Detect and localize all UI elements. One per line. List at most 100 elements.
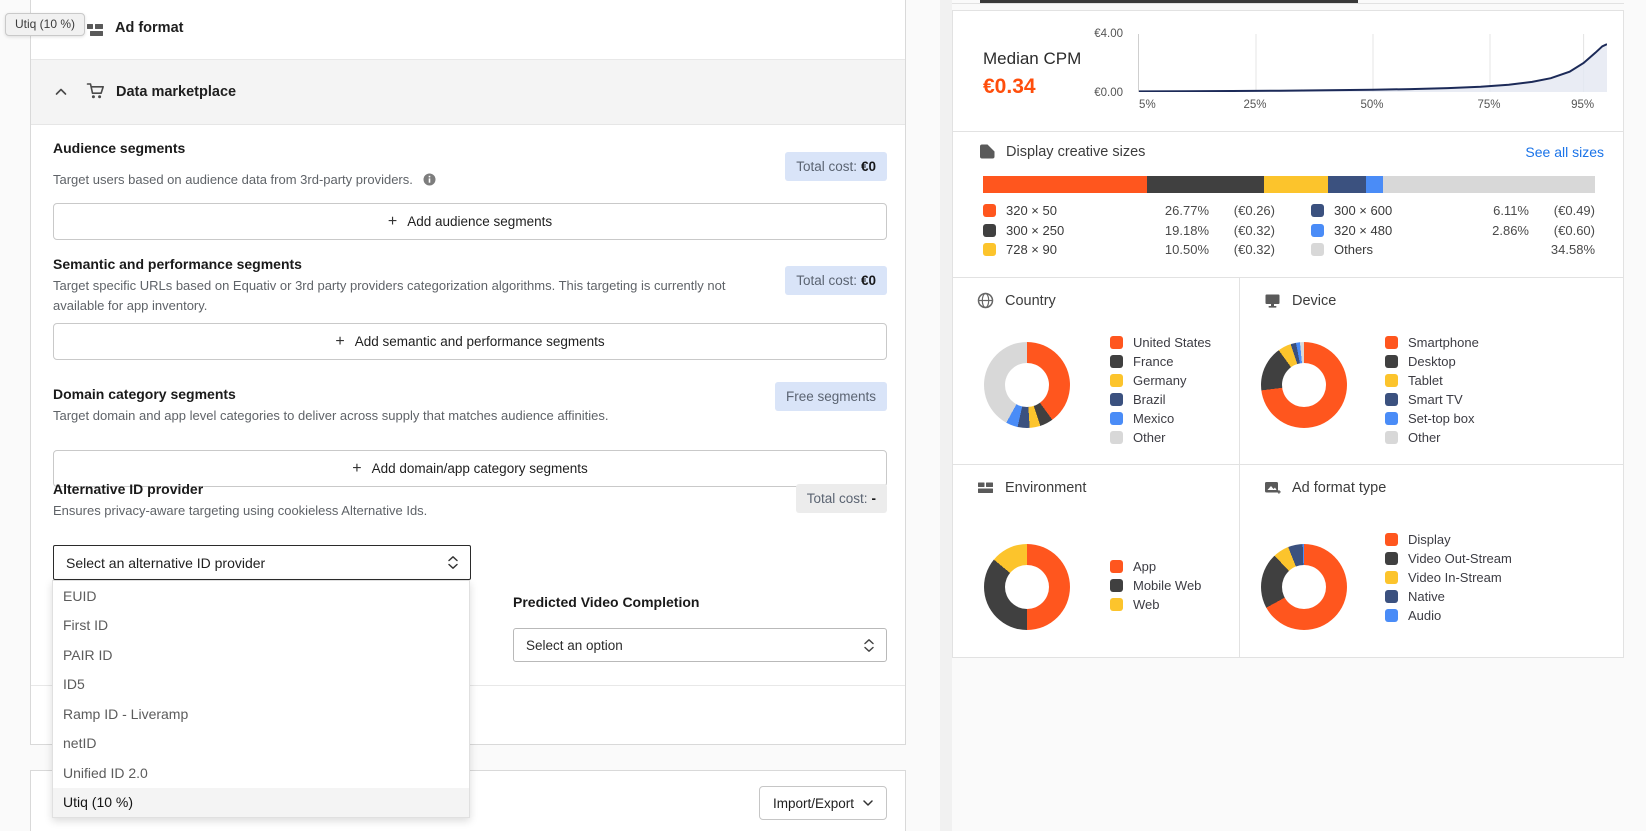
cpm-y-axis-max: €4.00 — [1094, 28, 1123, 40]
alt-id-total-cost-badge: Total cost: - — [795, 484, 887, 513]
environment-icon — [977, 479, 994, 496]
legend-label: Others — [1334, 242, 1374, 257]
targeting-card: Ad format Data marketplace Audience segm… — [30, 0, 906, 745]
creative-size-legend-row: 320 × 480 2.86% (€0.60) — [1311, 223, 1595, 238]
country-donut-chart — [984, 342, 1070, 428]
legend-color-swatch — [1311, 243, 1324, 256]
legend-label: Desktop — [1408, 353, 1456, 369]
select-arrows-icon — [448, 556, 458, 569]
alt-id-provider-select[interactable]: Select an alternative ID provider — [53, 545, 471, 580]
stacked-bar-segment — [1328, 176, 1366, 193]
creative-sizes-card: Display creative sizes See all sizes 320… — [952, 131, 1624, 278]
legend-color-swatch — [983, 243, 996, 256]
donut-legend-row: United States — [1110, 335, 1211, 350]
donut-legend-row: France — [1110, 353, 1211, 369]
audience-segments-title: Audience segments — [53, 140, 186, 156]
legend-label: 300 × 250 — [1006, 222, 1065, 238]
domain-segments-title: Domain category segments — [53, 386, 236, 402]
donut-legend-row: Native — [1385, 589, 1512, 604]
plus-icon: + — [352, 459, 362, 477]
legend-color-swatch — [1385, 430, 1398, 444]
donut-legend-row: Display — [1385, 532, 1512, 547]
import-export-button[interactable]: Import/Export — [758, 786, 887, 820]
country-legend: United States France Germany Brazil Mexico Ot… — [1110, 335, 1211, 445]
device-panel-title: Device — [1292, 292, 1337, 309]
panel-divider — [940, 0, 952, 831]
legend-color-swatch — [1110, 335, 1123, 349]
add-semantic-segments-button[interactable]: + Add semantic and performance segments — [53, 323, 887, 360]
donut-legend-row: Web — [1110, 597, 1201, 612]
legend-label: Video Out-Stream — [1408, 550, 1512, 566]
legend-price: (€0.32) — [1233, 222, 1275, 238]
forecast-top-border — [952, 3, 1624, 4]
donut-legend-row: Video Out-Stream — [1385, 550, 1512, 566]
alt-id-option[interactable]: ID5 — [63, 676, 85, 693]
section-row-data-marketplace[interactable]: Data marketplace — [31, 60, 905, 125]
stacked-bar-segment — [1264, 176, 1329, 193]
stacked-bar-segment — [983, 176, 1147, 193]
donut-legend-row: Brazil — [1110, 392, 1211, 407]
legend-color-swatch — [1385, 570, 1398, 584]
semantic-segments-title: Semantic and performance segments — [53, 256, 302, 272]
data-marketplace-label: Data marketplace — [116, 84, 237, 100]
alt-id-option[interactable]: EUID — [63, 587, 97, 604]
see-all-sizes-link[interactable]: See all sizes — [1525, 144, 1604, 160]
legend-label: Mexico — [1133, 410, 1175, 426]
alt-id-select-value: Select an alternative ID provider — [66, 554, 266, 571]
legend-label: Smartphone — [1408, 334, 1479, 350]
donut-legend-row: Tablet — [1385, 372, 1479, 388]
ad-format-type-panel-title: Ad format type — [1292, 479, 1387, 496]
add-domain-category-segments-button[interactable]: + Add domain/app category segments — [53, 450, 887, 487]
select-arrows-icon — [864, 638, 874, 652]
legend-color-swatch — [1110, 559, 1123, 573]
legend-label: 728 × 90 — [1006, 242, 1057, 257]
alt-id-option[interactable]: Utiq (10 %) — [53, 787, 469, 817]
add-audience-segments-button[interactable]: + Add audience segments — [53, 203, 887, 240]
legend-label: Tablet — [1408, 372, 1443, 388]
alt-id-option[interactable]: Unified ID 2.0 — [63, 764, 148, 781]
creative-size-legend-row: 300 × 250 19.18% (€0.32) — [983, 223, 1275, 238]
creative-size-legend-row: 728 × 90 10.50% (€0.32) — [983, 242, 1275, 257]
donut-legend-row: Other — [1385, 430, 1479, 445]
legend-color-swatch — [1385, 354, 1398, 368]
cpm-x-tick-label: 75% — [1477, 99, 1501, 111]
donut-legend-row: Mobile Web — [1110, 577, 1202, 593]
legend-color-swatch — [1385, 411, 1398, 425]
plus-icon: + — [387, 212, 398, 230]
chevron-up-icon[interactable] — [55, 88, 67, 96]
legend-label: App — [1133, 558, 1157, 574]
legend-color-swatch — [1110, 373, 1123, 387]
median-cpm-value: €0.34 — [983, 75, 1036, 98]
section-row-ad-format[interactable]: Ad format — [31, 0, 905, 60]
alt-id-option[interactable]: Ramp ID - Liveramp — [63, 705, 189, 722]
legend-percentage: 26.77% — [1164, 203, 1209, 218]
cpm-x-tick-label: 25% — [1243, 99, 1267, 111]
ad-format-type-donut-chart — [1261, 544, 1347, 630]
legend-label: Other — [1133, 429, 1166, 445]
donut-legend-row: Video In-Stream — [1385, 569, 1512, 585]
legend-color-swatch — [1385, 589, 1398, 603]
predicted-video-completion-select[interactable]: Select an option — [513, 628, 887, 662]
legend-percentage: 10.50% — [1164, 242, 1209, 257]
legend-color-swatch — [983, 204, 996, 217]
monitor-icon — [1264, 292, 1281, 309]
predicted-video-completion-title: Predicted Video Completion — [513, 594, 700, 610]
device-panel: Device Smartphone Desktop Tablet Smart TV Se… — [1239, 277, 1624, 465]
alt-id-option[interactable]: netID — [63, 735, 97, 752]
legend-price: (€0.32) — [1233, 242, 1275, 257]
country-panel: Country United States France Germany Brazil… — [952, 277, 1240, 465]
legend-label: Video In-Stream — [1408, 569, 1502, 585]
info-icon[interactable] — [423, 173, 436, 186]
cpm-y-axis-min: €0.00 — [1094, 87, 1123, 99]
legend-color-swatch — [1110, 597, 1123, 611]
legend-color-swatch — [1110, 354, 1123, 368]
legend-label: Mobile Web — [1133, 577, 1202, 593]
alt-id-option[interactable]: PAIR ID — [63, 646, 113, 663]
legend-label: France — [1133, 353, 1174, 369]
donut-legend-row: Smartphone — [1385, 334, 1479, 350]
legend-color-swatch — [1385, 608, 1398, 622]
device-legend: Smartphone Desktop Tablet Smart TV Set-top b… — [1385, 334, 1479, 445]
stacked-bar-segment — [1146, 176, 1265, 193]
chevron-down-icon — [863, 800, 873, 806]
alt-id-option[interactable]: First ID — [63, 617, 109, 634]
